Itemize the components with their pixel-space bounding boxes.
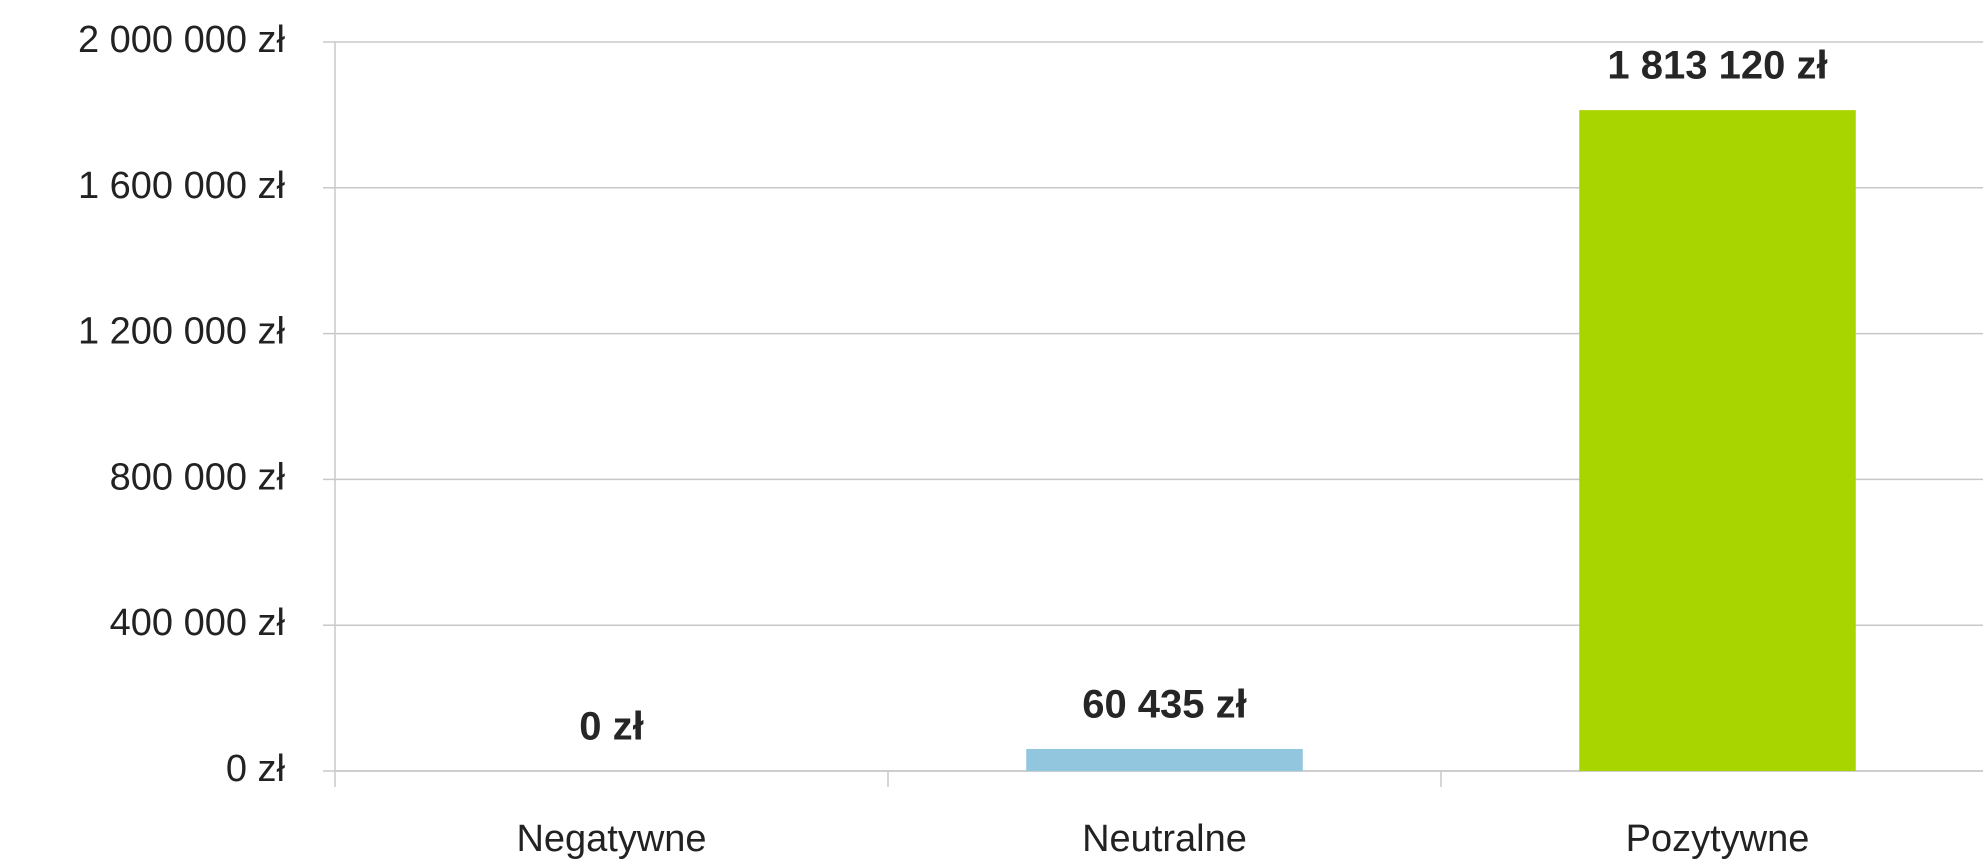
y-tick-label: 2 000 000 zł (78, 19, 286, 61)
y-tick-label: 800 000 zł (110, 456, 286, 498)
x-tick-label: Neutralne (1082, 818, 1247, 860)
y-tick-label: 1 600 000 zł (78, 165, 286, 207)
y-tick-label: 400 000 zł (110, 602, 286, 644)
y-tick-label: 1 200 000 zł (78, 311, 286, 353)
x-tick-label: Negatywne (516, 818, 706, 860)
data-label: 0 zł (579, 705, 643, 749)
data-label: 1 813 120 zł (1607, 44, 1827, 88)
bar (1026, 748, 1303, 771)
data-label: 60 435 zł (1082, 683, 1247, 727)
y-tick-label: 0 zł (226, 748, 286, 790)
x-tick-label: Pozytywne (1626, 818, 1810, 860)
bar (1579, 110, 1856, 772)
